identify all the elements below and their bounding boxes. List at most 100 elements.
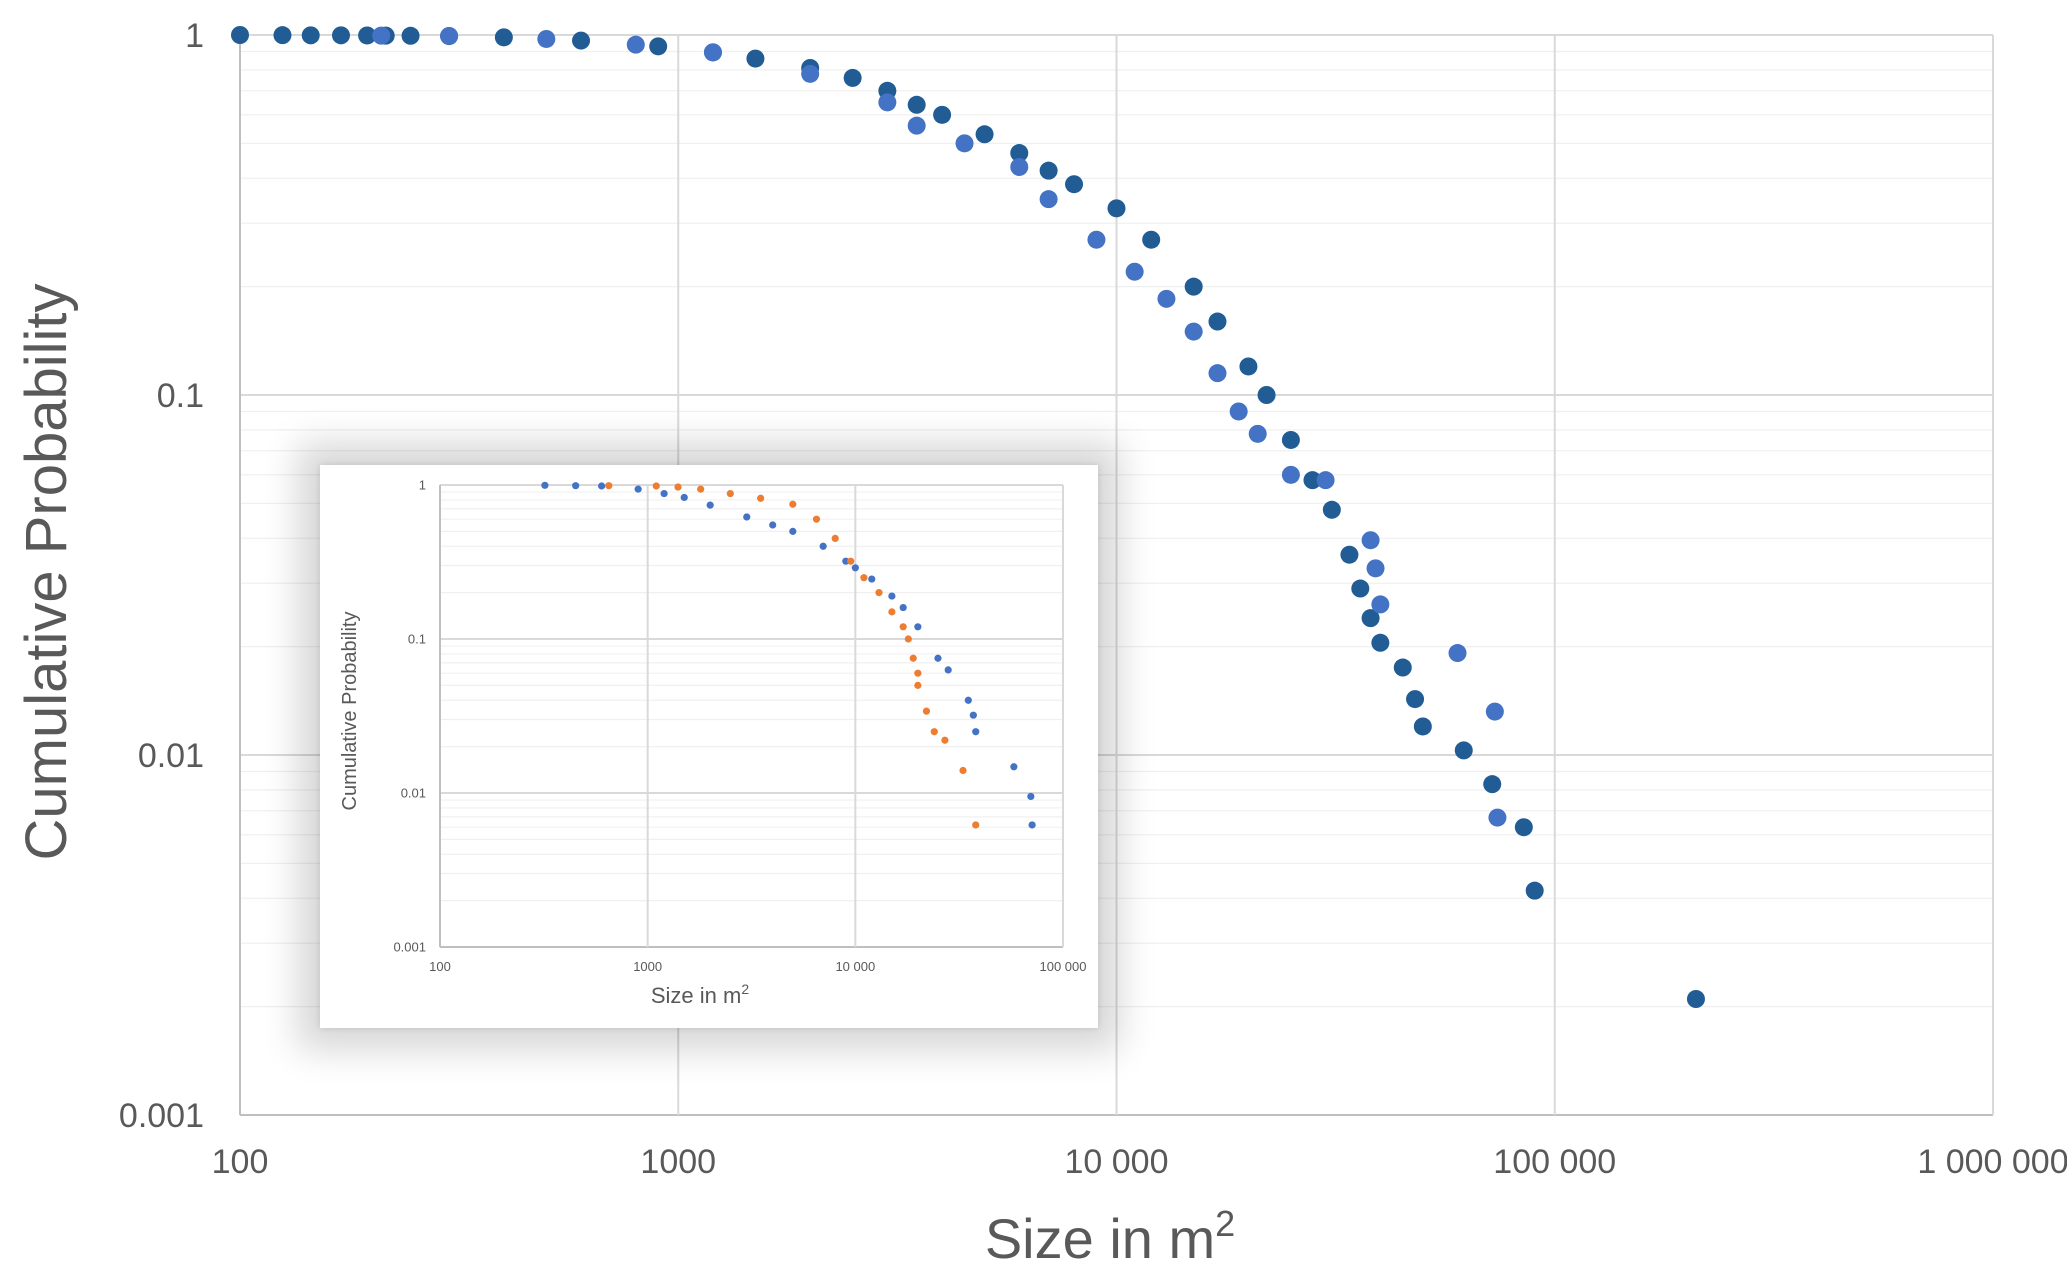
main-series-2-point xyxy=(1448,644,1467,663)
main-series-1-point xyxy=(1281,430,1300,449)
main-series-1-point xyxy=(331,26,350,45)
inset-series-2-point xyxy=(941,736,949,744)
inset-series-2-point xyxy=(847,557,855,565)
main-series-2-point xyxy=(372,26,391,45)
inset-series-2-point xyxy=(726,489,734,498)
main-data-points xyxy=(231,26,1705,1009)
inset-series-1-point xyxy=(1027,792,1035,801)
main-series-1-point xyxy=(1483,775,1502,794)
main-x-axis-title: Size in m2 xyxy=(985,1203,1235,1270)
inset-series-1-point xyxy=(914,623,922,631)
inset-y-tick-label: 0.1 xyxy=(408,632,426,647)
main-series-1-point xyxy=(746,49,765,68)
inset-y-tick-label: 1 xyxy=(419,478,426,493)
inset-series-1-point xyxy=(972,728,980,736)
inset-series-2-point xyxy=(757,494,765,502)
main-x-tick-label: 100 xyxy=(212,1143,269,1181)
main-series-1-point xyxy=(1406,690,1425,709)
inset-x-tick-labels: 100 1000 10 000 100 000 xyxy=(429,959,1086,974)
inset-x-tick-label: 100 000 xyxy=(1040,959,1087,974)
main-y-axis-title: Cumulative Probability xyxy=(14,283,79,860)
inset-y-axis-title: Cumulative Probability xyxy=(339,612,361,811)
main-series-1-point xyxy=(273,26,292,45)
main-series-2-point xyxy=(703,43,722,62)
inset-series-1-point xyxy=(819,542,827,550)
main-series-1-point xyxy=(1340,545,1359,564)
main-series-2-point xyxy=(1371,595,1390,614)
main-series-1-point xyxy=(1413,717,1432,736)
main-series-1-point xyxy=(572,31,591,50)
main-y-tick-labels: 1 0.1 0.01 0.001 xyxy=(119,17,204,1135)
inset-series-2-point xyxy=(605,482,613,490)
inset-series-2-point xyxy=(914,681,922,689)
main-series-1-point xyxy=(494,28,513,47)
inset-x-tick-label: 100 xyxy=(429,959,451,974)
inset-series-1-point xyxy=(888,592,896,600)
inset-series-1-point xyxy=(868,575,876,583)
main-x-tick-label: 10 000 xyxy=(1065,1143,1169,1181)
inset-x-axis-title-text: Size in m xyxy=(651,983,741,1008)
main-series-1-point xyxy=(1208,312,1227,331)
inset-series-1-point xyxy=(789,527,797,535)
inset-series-2-point xyxy=(860,574,868,582)
inset-series-2-point xyxy=(959,766,967,775)
main-series-1-point xyxy=(1010,144,1029,163)
main-y-tick-label: 0.1 xyxy=(157,377,204,415)
inset-series-1-point xyxy=(660,489,668,498)
inset-series-1-point xyxy=(769,521,777,529)
inset-series-1-point xyxy=(572,482,580,490)
main-series-1-point xyxy=(1371,633,1390,652)
inset-series-2-point xyxy=(930,728,938,736)
main-series-2-point xyxy=(1039,190,1058,209)
inset-series-2-point xyxy=(922,707,931,715)
main-series-2-point xyxy=(1125,262,1144,281)
main-series-2-point xyxy=(1229,402,1248,421)
main-series-2-point xyxy=(878,93,897,112)
main-y-tick-label: 0.001 xyxy=(119,1097,204,1135)
main-series-2-point xyxy=(1157,289,1176,308)
main-series-2-point xyxy=(1361,531,1380,550)
main-series-2-point xyxy=(1316,471,1335,490)
main-series-1-point xyxy=(1361,609,1380,628)
inset-x-tick-label: 1000 xyxy=(633,959,662,974)
inset-series-1-point xyxy=(851,564,859,572)
main-series-2-point xyxy=(1010,157,1029,176)
main-series-2-point xyxy=(1366,559,1385,578)
inset-series-2-point xyxy=(652,482,660,490)
inset-x-tick-label: 10 000 xyxy=(835,959,875,974)
main-series-2-point xyxy=(1485,702,1504,721)
main-y-tick-label: 1 xyxy=(185,17,204,55)
inset-y-tick-label: 0.01 xyxy=(401,786,426,801)
inset-series-1-point xyxy=(899,603,907,612)
inset-series-2-point xyxy=(888,608,896,616)
main-x-tick-labels: 100 1000 10 000 100 000 1 000 000 xyxy=(212,1143,2067,1181)
inset-series-2-point xyxy=(812,515,821,523)
main-series-1-point xyxy=(1454,741,1473,760)
main-series-2-point xyxy=(1248,424,1267,443)
inset-series-2-point xyxy=(674,483,682,491)
main-series-2-point xyxy=(1184,322,1203,341)
main-series-1-point xyxy=(231,26,249,44)
main-series-2-point xyxy=(1488,808,1507,827)
main-series-1-point xyxy=(1142,230,1161,249)
inset-chart: 100 1000 10 000 100 000 1 0.1 0.01 0.001 Cumul… xyxy=(339,478,1087,1008)
inset-chart-card: 100 1000 10 000 100 000 1 0.1 0.01 0.001 Cumul… xyxy=(320,465,1098,1028)
inset-series-1-point xyxy=(1010,763,1018,771)
inset-series-2-point xyxy=(904,635,912,643)
main-series-1-point xyxy=(1351,579,1370,598)
main-series-2-point xyxy=(537,29,556,48)
inset-series-1-point xyxy=(944,666,952,674)
inset-series-2-point xyxy=(831,534,839,543)
inset-series-2-point xyxy=(914,669,922,677)
main-series-1-point xyxy=(843,68,862,87)
main-series-1-point xyxy=(1257,386,1276,404)
inset-series-2-point xyxy=(909,654,917,662)
main-series-1-point xyxy=(358,26,377,45)
main-series-2-point xyxy=(801,64,820,83)
main-series-2-point xyxy=(1281,465,1300,484)
inset-x-axis-title: Size in m2 xyxy=(651,981,749,1008)
main-series-1-point xyxy=(933,105,952,124)
inset-series-1-point xyxy=(706,501,714,509)
main-series-1-point xyxy=(1107,199,1126,218)
inset-data-points xyxy=(541,481,1036,829)
